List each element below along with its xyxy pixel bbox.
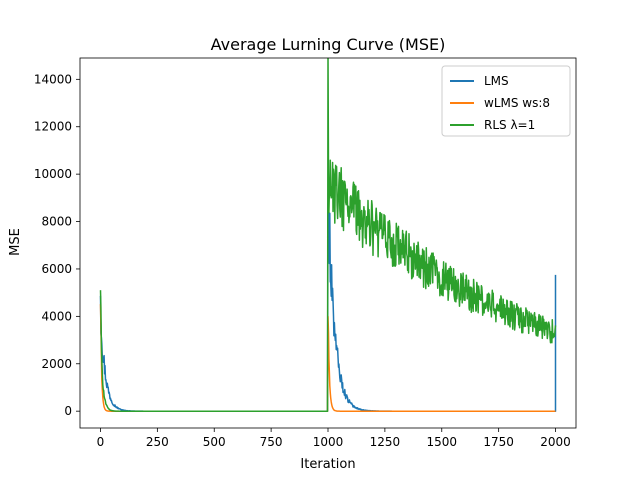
y-tick-label: 2000 (41, 357, 72, 371)
y-tick-label: 12000 (34, 120, 72, 134)
x-tick-label: 0 (97, 435, 105, 449)
plot-area (99, 58, 557, 412)
x-tick-label: 2000 (540, 435, 571, 449)
y-tick-label: 6000 (41, 262, 72, 276)
legend-label: wLMS ws:8 (484, 96, 550, 110)
legend-label: RLS λ=1 (484, 118, 535, 132)
x-tick-label: 750 (260, 435, 283, 449)
x-tick-label: 1750 (483, 435, 514, 449)
x-tick-label: 1000 (313, 435, 344, 449)
legend-label: LMS (484, 74, 509, 88)
x-tick-label: 250 (146, 435, 169, 449)
chart-title: Average Lurning Curve (MSE) (211, 35, 446, 54)
series-line-2 (99, 58, 557, 412)
axes: 0 250 500 750 1000 1250 1500 1750 2000 0 2000 4000 6… (34, 57, 577, 449)
x-tick-label: 1250 (370, 435, 401, 449)
legend-box (441, 65, 571, 137)
y-tick-label: 0 (64, 404, 72, 418)
y-tick-label: 10000 (34, 167, 72, 181)
x-axis-label: Iteration (300, 457, 355, 472)
x-tick-label: 1500 (426, 435, 457, 449)
x-tick-label: 500 (203, 435, 226, 449)
legend: LMS wLMS ws:8 RLS λ=1 (441, 65, 571, 137)
y-tick-label: 14000 (34, 72, 72, 86)
y-tick-label: 4000 (41, 309, 72, 323)
y-axis-label: MSE (8, 228, 23, 256)
y-tick-label: 8000 (41, 215, 72, 229)
